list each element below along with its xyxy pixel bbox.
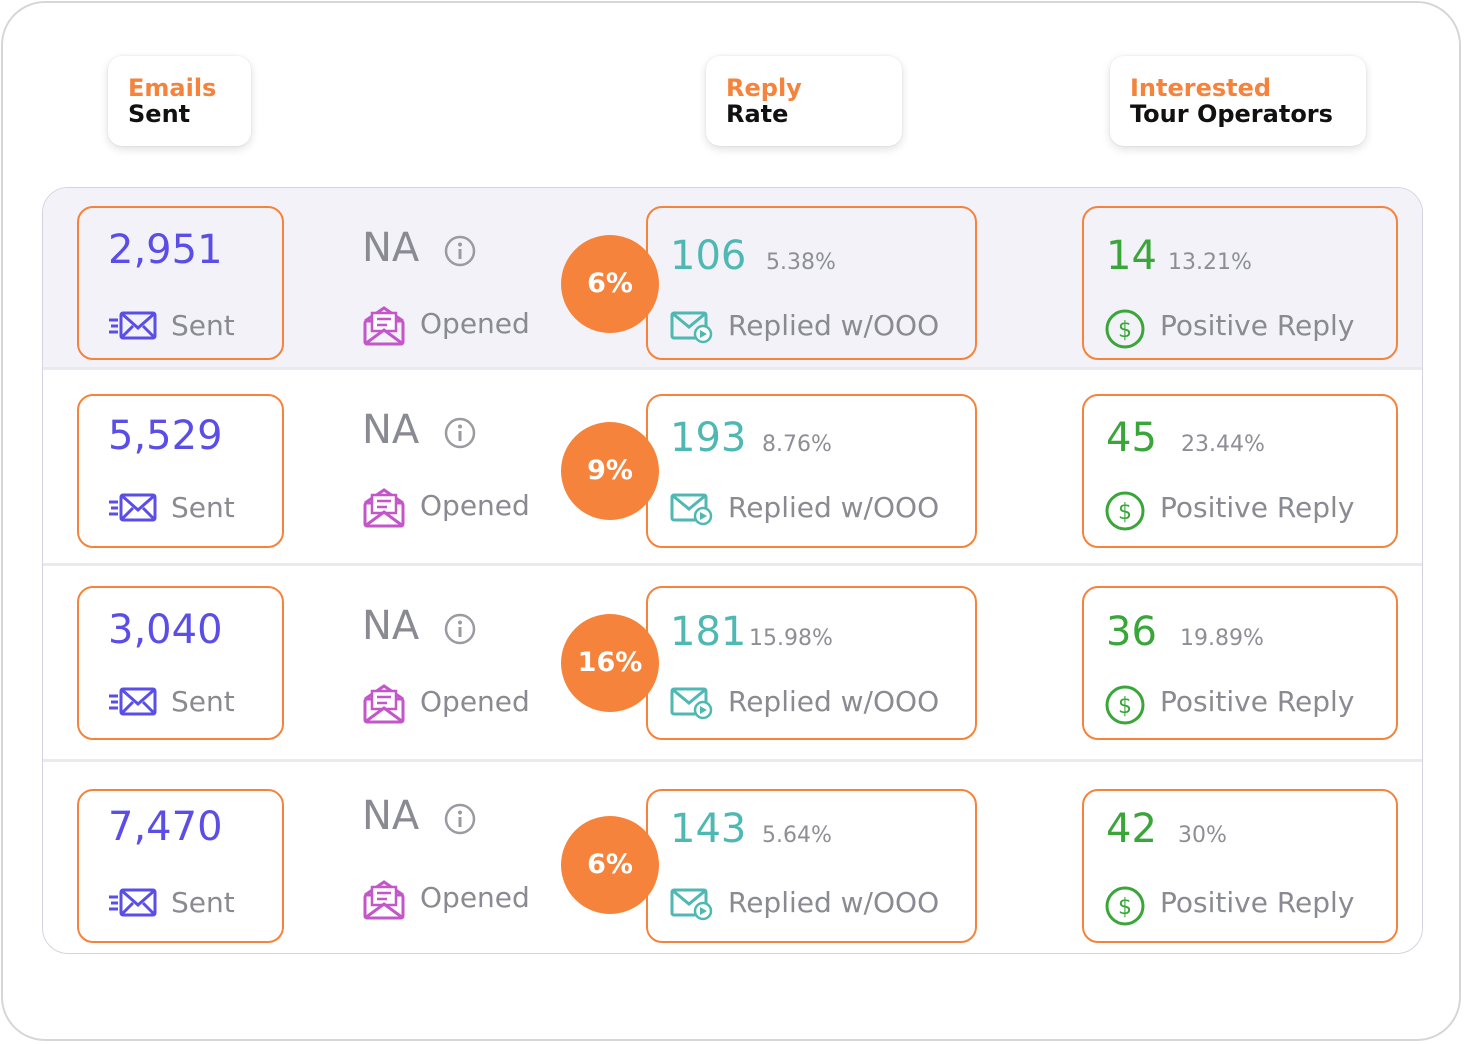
sent-count: 2,951: [108, 227, 223, 273]
replied-box: 106 5.38% Replied w/OOO: [646, 206, 977, 360]
replied-count: 181: [670, 609, 747, 655]
positive-percent: 30%: [1178, 823, 1227, 848]
dollar-circle-icon: $: [1105, 491, 1145, 531]
sent-box: 7,470 Sent: [77, 789, 284, 943]
svg-text:$: $: [1118, 694, 1132, 719]
positive-box: 14 13.21% $ Positive Reply: [1082, 206, 1398, 360]
opened-label: Opened: [420, 685, 530, 718]
positive-label: Positive Reply: [1160, 309, 1355, 342]
opened-count: NA: [362, 225, 420, 271]
opened-count: NA: [362, 793, 420, 839]
send-mail-icon: [109, 493, 157, 522]
reply-rate-badge: 6%: [561, 816, 659, 914]
positive-box: 36 19.89% $ Positive Reply: [1082, 586, 1398, 740]
sent-box: 3,040 Sent: [77, 586, 284, 740]
replied-percent: 15.98%: [749, 626, 833, 651]
opened-count: NA: [362, 603, 420, 649]
svg-text:$: $: [1118, 500, 1132, 525]
replied-percent: 8.76%: [762, 432, 832, 457]
header-interested-line1: Interested: [1130, 74, 1272, 102]
open-envelope-icon: [363, 684, 405, 724]
replied-box: 181 15.98% Replied w/OOO: [646, 586, 977, 740]
header-emails-line1: Emails: [128, 74, 217, 102]
header-interested-line2: Tour Operators: [1130, 100, 1333, 128]
info-icon[interactable]: [443, 234, 477, 268]
info-icon[interactable]: [443, 416, 477, 450]
positive-box: 42 30% $ Positive Reply: [1082, 789, 1398, 943]
replied-count: 106: [670, 233, 747, 279]
positive-count: 42: [1106, 806, 1157, 852]
reply-mail-icon: [670, 493, 713, 526]
positive-percent: 23.44%: [1181, 432, 1265, 457]
row-divider: [43, 759, 1422, 762]
positive-box: 45 23.44% $ Positive Reply: [1082, 394, 1398, 548]
sent-box: 5,529 Sent: [77, 394, 284, 548]
positive-count: 36: [1106, 609, 1157, 655]
positive-label: Positive Reply: [1160, 491, 1355, 524]
row-divider: [43, 367, 1422, 370]
replied-label: Replied w/OOO: [728, 309, 940, 342]
header-emails-sent: Emails Sent: [108, 56, 251, 146]
opened-label: Opened: [420, 307, 530, 340]
sent-label: Sent: [171, 886, 235, 919]
table-row: 5,529 Sent NA Opened: [43, 370, 1422, 563]
opened-label: Opened: [420, 489, 530, 522]
replied-percent: 5.64%: [762, 823, 832, 848]
svg-text:$: $: [1118, 895, 1132, 920]
info-icon[interactable]: [443, 612, 477, 646]
open-envelope-icon: [363, 880, 405, 920]
header-emails-line2: Sent: [128, 100, 191, 128]
row-divider: [43, 563, 1422, 566]
positive-percent: 13.21%: [1168, 250, 1252, 275]
opened-count: NA: [362, 407, 420, 453]
send-mail-icon: [109, 311, 157, 340]
open-envelope-icon: [363, 488, 405, 528]
positive-percent: 19.89%: [1180, 626, 1264, 651]
sent-count: 7,470: [108, 804, 223, 850]
reply-rate-badge: 6%: [561, 235, 659, 333]
replied-label: Replied w/OOO: [728, 491, 940, 524]
replied-box: 143 5.64% Replied w/OOO: [646, 789, 977, 943]
dollar-circle-icon: $: [1105, 886, 1145, 926]
header-reply-rate: Reply Rate: [706, 56, 902, 146]
reply-rate-badge: 9%: [561, 422, 659, 520]
table-row: 3,040 Sent NA Opened: [43, 566, 1422, 759]
sent-box: 2,951 Sent: [77, 206, 284, 360]
table-row: 7,470 Sent NA Opened: [43, 762, 1422, 953]
reply-mail-icon: [670, 687, 713, 720]
table-row: 2,951 Sent NA Opened: [43, 188, 1422, 368]
header-reply-line2: Rate: [726, 100, 789, 128]
open-envelope-icon: [363, 306, 405, 346]
reply-mail-icon: [670, 311, 713, 344]
positive-label: Positive Reply: [1160, 685, 1355, 718]
replied-percent: 5.38%: [766, 250, 836, 275]
sent-label: Sent: [171, 685, 235, 718]
header-interested-tour-operators: Interested Tour Operators: [1110, 56, 1366, 146]
replied-label: Replied w/OOO: [728, 886, 940, 919]
sent-label: Sent: [171, 491, 235, 524]
replied-label: Replied w/OOO: [728, 685, 940, 718]
stats-table: 2,951 Sent NA Opened: [42, 187, 1423, 954]
replied-box: 193 8.76% Replied w/OOO: [646, 394, 977, 548]
opened-label: Opened: [420, 881, 530, 914]
send-mail-icon: [109, 888, 157, 917]
replied-count: 143: [670, 806, 747, 852]
positive-count: 45: [1106, 415, 1157, 461]
reply-mail-icon: [670, 888, 713, 921]
positive-count: 14: [1106, 233, 1157, 279]
reply-rate-badge: 16%: [561, 614, 659, 712]
dollar-circle-icon: $: [1105, 309, 1145, 349]
header-reply-line1: Reply: [726, 74, 802, 102]
positive-label: Positive Reply: [1160, 886, 1355, 919]
info-icon[interactable]: [443, 802, 477, 836]
sent-count: 5,529: [108, 413, 223, 459]
sent-label: Sent: [171, 309, 235, 342]
send-mail-icon: [109, 687, 157, 716]
svg-text:$: $: [1118, 318, 1132, 343]
sent-count: 3,040: [108, 607, 223, 653]
dollar-circle-icon: $: [1105, 685, 1145, 725]
replied-count: 193: [670, 415, 747, 461]
